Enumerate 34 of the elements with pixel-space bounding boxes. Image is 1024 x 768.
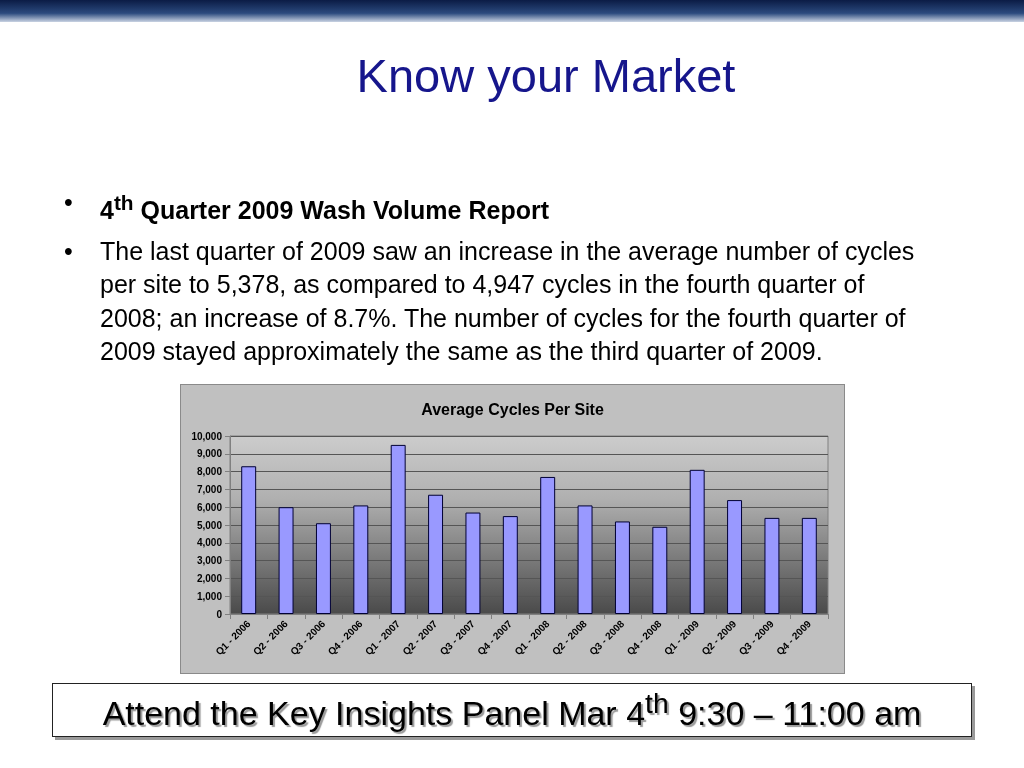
bar bbox=[727, 500, 743, 614]
y-tick-label: 5,000 bbox=[196, 519, 223, 531]
text: • bbox=[63, 187, 74, 218]
y-tick-label: 9,000 bbox=[196, 448, 223, 460]
bar bbox=[465, 512, 481, 614]
bar bbox=[315, 523, 331, 614]
bar bbox=[801, 517, 817, 614]
bar bbox=[614, 521, 630, 614]
banner-frame: Attend the Key Insights Panel Mar 4$^{th}$ 9:30 – 11:00 am bbox=[52, 683, 972, 737]
y-tick-label: 3,000 bbox=[196, 555, 223, 567]
bar bbox=[502, 516, 518, 614]
bar bbox=[540, 476, 556, 614]
y-tick-label: 4,000 bbox=[196, 537, 223, 549]
text: • bbox=[63, 235, 74, 267]
bar bbox=[390, 444, 406, 614]
bar bbox=[353, 505, 369, 614]
y-tick-label: 6,000 bbox=[196, 501, 223, 513]
y-tick-label: 7,000 bbox=[196, 483, 223, 495]
y-tick-label: 0 bbox=[216, 608, 223, 620]
text: 4$^{th}$ Quarter 2009 Wash Volume Report bbox=[100, 190, 550, 227]
bar bbox=[689, 469, 705, 614]
y-tick-label: 8,000 bbox=[196, 466, 223, 478]
y-tick-label: 2,000 bbox=[196, 572, 223, 584]
bar bbox=[764, 517, 780, 614]
text: The last quarter of 2009 saw an increase in the average number of cycles per site to 5,378, as compared to 4,947 cycles in the fourth quarter of 2008; an increase of 8.7%. The number of cycles for the fourth quarter of 2009 stayed approximately the same as the third quarter of 2009. bbox=[100, 235, 916, 368]
y-tick-label: 1,000 bbox=[196, 590, 223, 602]
bar bbox=[652, 526, 668, 614]
bar bbox=[577, 505, 593, 614]
chart-title: Average Cycles Per Site bbox=[421, 400, 604, 418]
bar bbox=[428, 494, 444, 614]
y-tick-label: 10,000 bbox=[191, 430, 223, 442]
bar bbox=[241, 466, 257, 614]
text: Know your Market bbox=[355, 48, 737, 104]
bar bbox=[278, 507, 294, 614]
